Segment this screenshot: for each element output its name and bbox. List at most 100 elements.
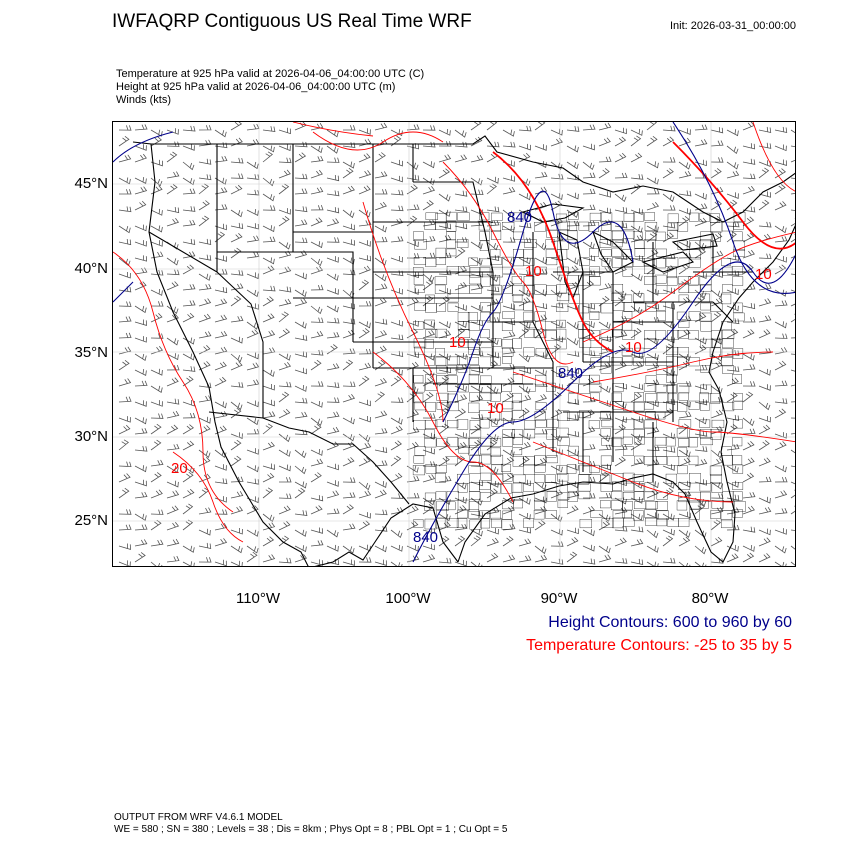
county-cell (579, 410, 591, 419)
wind-barb (230, 209, 243, 218)
wind-barb (310, 217, 323, 227)
county-cell (479, 384, 492, 393)
wind-barb (534, 554, 548, 563)
county-cell (622, 510, 632, 518)
county-cell (722, 284, 733, 293)
county-cell (491, 284, 502, 296)
wind-barb (198, 331, 212, 339)
county-cell (590, 392, 600, 401)
wind-barb (150, 333, 164, 339)
county-cell (523, 311, 534, 323)
wind-barb (294, 449, 307, 459)
wind-barb (422, 295, 434, 307)
wind-barb (534, 369, 547, 377)
county-cell (667, 366, 678, 376)
wind-barb (614, 424, 626, 435)
wind-barb (742, 417, 755, 427)
county-cell (413, 321, 424, 330)
height-field-label: Height at 925 hPa valid at 2026-04-06_04… (116, 81, 396, 93)
wind-barb (630, 383, 643, 391)
wind-barb (502, 456, 515, 467)
wind-barb (182, 488, 195, 499)
county-cell (612, 517, 624, 529)
height-contour-label: 840 (413, 529, 438, 546)
wind-barb (614, 136, 627, 147)
wind-barb (742, 391, 754, 403)
wind-barb (726, 392, 738, 403)
county-cell (480, 311, 491, 322)
wind-barb (758, 416, 771, 423)
wind-barb (166, 305, 179, 314)
wind-barb (310, 169, 323, 179)
wind-barb (326, 218, 340, 227)
wind-barb (742, 353, 755, 361)
wind-barb (390, 472, 403, 483)
county-cell (688, 455, 699, 466)
wind-barb (566, 126, 580, 132)
wind-barb (230, 528, 243, 535)
county-cell (524, 320, 536, 329)
wind-barb (598, 385, 611, 394)
county-cell (699, 419, 711, 428)
county-cell (579, 519, 592, 529)
wind-barb (262, 193, 275, 202)
county-cell (579, 464, 592, 475)
wind-barb (646, 379, 660, 387)
wind-barb (694, 272, 707, 279)
wind-barb (758, 537, 771, 547)
wind-barb (358, 520, 371, 531)
county-cell (733, 312, 745, 322)
wind-barb (262, 145, 275, 153)
county-cell (413, 393, 424, 404)
county-cell (645, 231, 657, 241)
county-cell (710, 222, 723, 233)
wind-barb (230, 270, 244, 276)
model-info-title: OUTPUT FROM WRF V4.6.1 MODEL (114, 812, 283, 823)
county-cell (710, 393, 721, 404)
county-cell (622, 356, 633, 366)
wind-barb (486, 351, 499, 359)
wind-barb (790, 481, 795, 485)
wind-barb (294, 298, 308, 307)
wind-barb (758, 528, 771, 536)
wind-barb (278, 144, 291, 152)
great-lakes (521, 203, 718, 300)
wind-barb (758, 298, 772, 307)
wind-barb (374, 559, 387, 566)
wind-barb (710, 385, 723, 394)
wind-barb (118, 416, 131, 423)
wind-barb (694, 446, 708, 452)
county-cell (523, 429, 536, 439)
wind-barb (742, 428, 756, 435)
county-cell (622, 330, 635, 340)
wind-barb (582, 303, 596, 310)
wind-barb (710, 449, 723, 459)
wind-barb (438, 441, 451, 451)
wind-barb (166, 521, 180, 531)
wind-barb (390, 440, 402, 451)
county-cell (557, 473, 569, 482)
county-cell (656, 392, 670, 403)
wind-barb (150, 423, 162, 435)
county-cell (622, 266, 633, 277)
wind-barb (214, 187, 228, 195)
wind-barb (342, 303, 356, 310)
wind-barb (614, 383, 628, 390)
wind-barb (166, 410, 180, 419)
wind-barb (470, 497, 483, 506)
county-cell (535, 374, 547, 386)
county-cell (468, 373, 479, 384)
county-cell (446, 518, 459, 528)
wind-barb (774, 545, 787, 554)
wind-barb (230, 184, 243, 195)
wind-barb (278, 286, 292, 293)
county-cell (577, 321, 591, 330)
wind-barb (118, 439, 129, 451)
wind-barb (294, 384, 307, 392)
wind-barb (630, 128, 643, 136)
wind-barb (326, 529, 339, 538)
wind-barb (262, 423, 273, 435)
wind-barb (678, 241, 691, 249)
wind-barb (374, 318, 388, 325)
wind-barb (310, 359, 322, 371)
